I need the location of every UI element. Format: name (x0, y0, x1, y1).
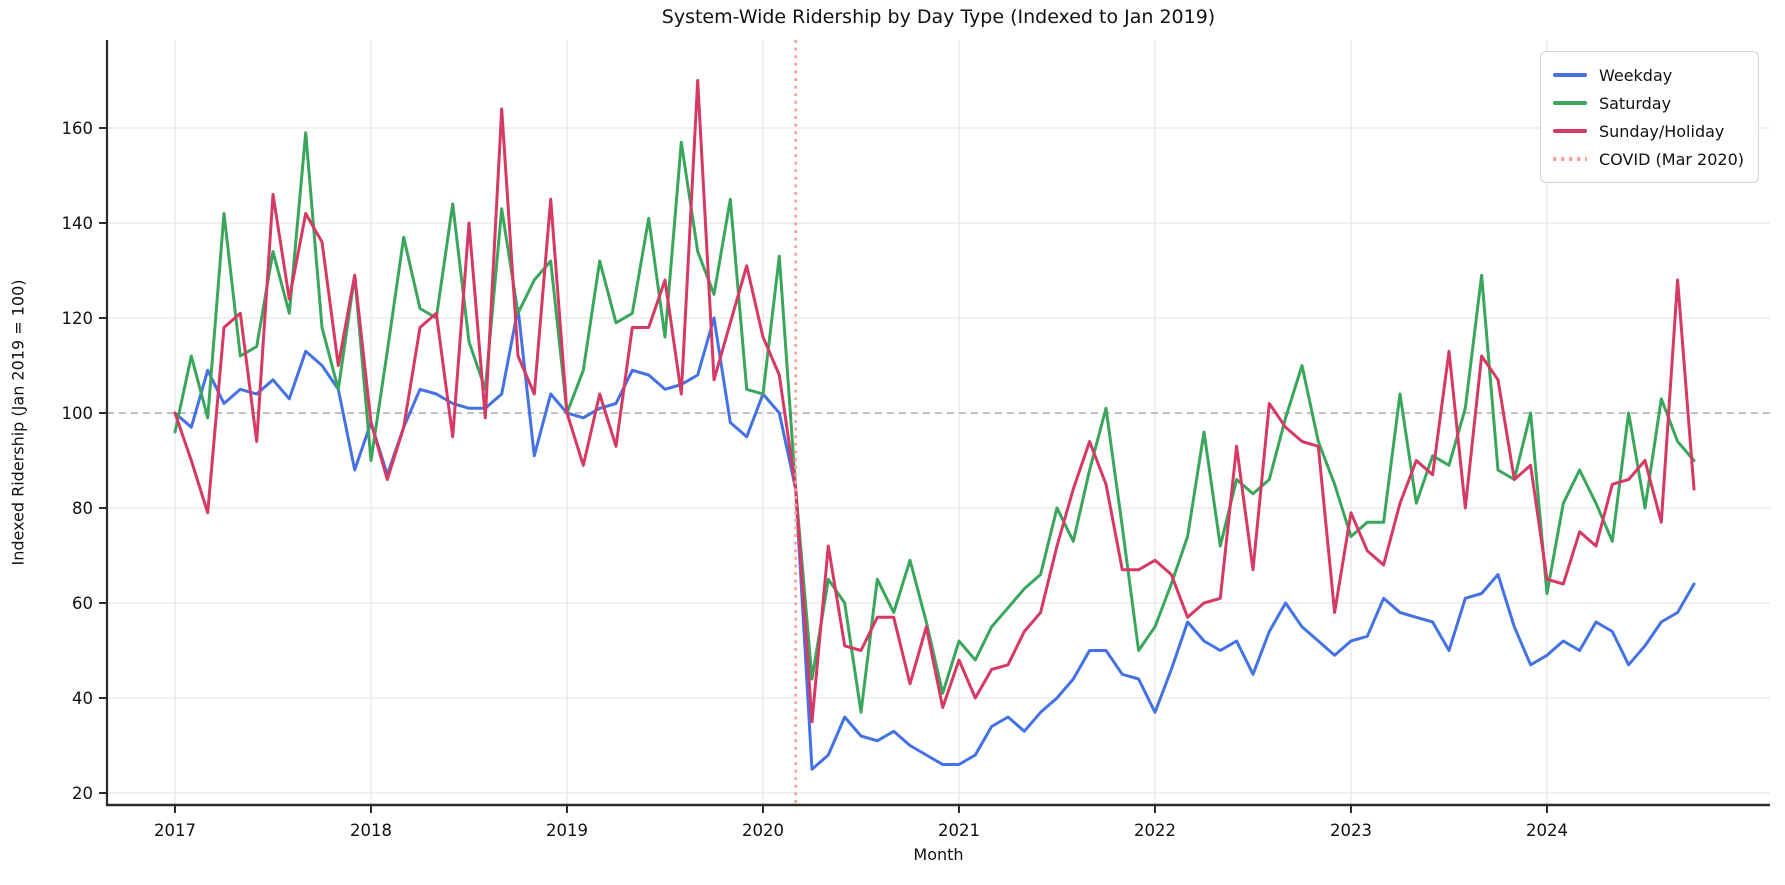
covid-line-swatch-icon (1552, 157, 1587, 161)
sunday-holiday-line (173, 79, 1696, 724)
y-tick-label: 160 (62, 119, 94, 138)
legend-label-saturday: Saturday (1598, 93, 1672, 113)
chart-title: System-Wide Ridership by Day Type (Index… (661, 6, 1216, 28)
y-tick-label: 140 (62, 214, 94, 233)
x-tick-label: 2024 (1526, 821, 1568, 840)
saturday-line (173, 131, 1696, 714)
legend-item-saturday: Saturday (1552, 89, 1744, 117)
y-tick-label: 60 (72, 594, 93, 613)
x-tick-label: 2017 (154, 821, 196, 840)
x-tick-label: 2018 (350, 821, 392, 840)
legend-label-weekday: Weekday (1598, 65, 1673, 85)
legend-item-covid: COVID (Mar 2020) (1552, 145, 1744, 173)
y-tick-label: 40 (72, 689, 93, 708)
x-tick-label: 2020 (742, 821, 784, 840)
saturday-line-swatch-icon (1552, 101, 1587, 105)
x-tick-label: 2019 (546, 821, 588, 840)
y-tick-label: 80 (72, 499, 93, 518)
x-tick-label: 2022 (1134, 821, 1176, 840)
x-tick-label: 2023 (1330, 821, 1372, 840)
x-axis-label: Month (913, 845, 964, 864)
legend-label-covid: COVID (Mar 2020) (1598, 149, 1744, 169)
y-tick-label: 100 (62, 404, 94, 423)
weekday-line-swatch-icon (1552, 73, 1587, 77)
legend-item-sunday: Sunday/Holiday (1552, 117, 1744, 145)
legend-item-weekday: Weekday (1552, 61, 1744, 89)
y-tick-label: 120 (62, 309, 94, 328)
chart-legend: Weekday Saturday Sunday/Holiday COVID (Mar … (1539, 51, 1759, 183)
y-tick-label: 20 (72, 784, 93, 803)
weekday-line (173, 307, 1696, 771)
y-axis-label: Indexed Ridership (Jan 2019 = 100) (8, 279, 28, 566)
legend-label-sunday: Sunday/Holiday (1598, 121, 1725, 141)
sunday-line-swatch-icon (1552, 129, 1587, 133)
x-tick-label: 2021 (938, 821, 980, 840)
